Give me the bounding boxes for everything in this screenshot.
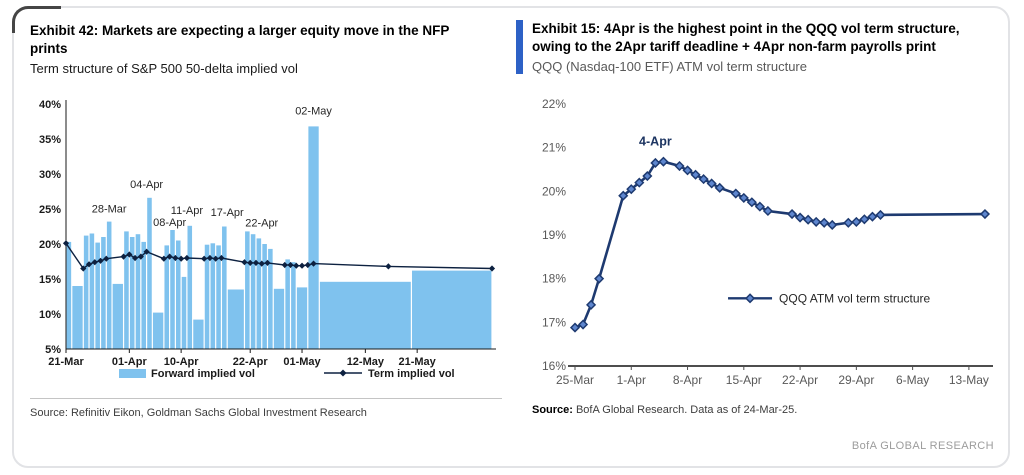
svg-text:22%: 22% xyxy=(542,97,566,111)
svg-text:01-Apr: 01-Apr xyxy=(112,356,148,368)
svg-text:20%: 20% xyxy=(39,239,61,251)
exhibit-15-source: Source: BofA Global Research. Data as of … xyxy=(532,404,998,416)
exhibit-15-panel: Exhibit 15: 4Apr is the highest point in… xyxy=(516,8,1012,466)
svg-text:25-Mar: 25-Mar xyxy=(556,373,594,387)
svg-text:13-May: 13-May xyxy=(949,373,989,387)
svg-text:10-Apr: 10-Apr xyxy=(164,356,200,368)
svg-text:22-Apr: 22-Apr xyxy=(782,373,818,387)
svg-text:5%: 5% xyxy=(45,344,61,356)
exhibit-42-title-line2: prints xyxy=(30,41,68,57)
svg-text:Term implied vol: Term implied vol xyxy=(368,368,455,380)
svg-text:21-Mar: 21-Mar xyxy=(48,356,84,368)
svg-text:04-Apr: 04-Apr xyxy=(130,179,163,191)
exhibit-panels: Exhibit 42: Markets are expecting a larg… xyxy=(14,8,1008,466)
source-divider: Source: Refinitiv Eikon, Goldman Sachs G… xyxy=(30,398,502,419)
exhibit-15-subtitle: QQQ (Nasdaq-100 ETF) ATM vol term struct… xyxy=(532,59,807,75)
exhibit-42-subtitle: Term structure of S&P 500 50-delta impli… xyxy=(30,61,298,77)
svg-text:1-Apr: 1-Apr xyxy=(617,373,646,387)
svg-text:08-Apr: 08-Apr xyxy=(153,217,186,229)
svg-text:4-Apr: 4-Apr xyxy=(639,135,672,149)
svg-text:8-Apr: 8-Apr xyxy=(673,373,702,387)
exhibit-15-source-label: Source: xyxy=(532,404,573,417)
exhibit-42-panel: Exhibit 42: Markets are expecting a larg… xyxy=(14,8,516,466)
accent-bar xyxy=(516,20,523,75)
svg-text:16%: 16% xyxy=(542,359,566,373)
svg-text:02-May: 02-May xyxy=(295,106,332,118)
svg-text:40%: 40% xyxy=(39,99,61,111)
corner-accent xyxy=(12,6,61,33)
svg-text:01-May: 01-May xyxy=(283,356,321,368)
exhibit-42-source: Source: Refinitiv Eikon, Goldman Sachs G… xyxy=(30,407,367,420)
svg-text:17-Apr: 17-Apr xyxy=(211,207,244,219)
svg-text:11-Apr: 11-Apr xyxy=(171,205,204,217)
exhibit-15-header: Exhibit 15: 4Apr is the highest point in… xyxy=(516,20,998,75)
exhibit-15-source-text: BofA Global Research. Data as of 24-Mar-… xyxy=(575,404,798,417)
svg-text:10%: 10% xyxy=(39,309,61,321)
svg-text:18%: 18% xyxy=(542,272,566,286)
svg-text:22-Apr: 22-Apr xyxy=(233,356,269,368)
svg-text:15-Apr: 15-Apr xyxy=(726,373,762,387)
svg-text:21%: 21% xyxy=(542,141,566,155)
svg-text:6-May: 6-May xyxy=(896,373,929,387)
svg-text:Forward implied vol: Forward implied vol xyxy=(151,368,255,380)
svg-text:28-Mar: 28-Mar xyxy=(92,204,127,216)
svg-text:29-Apr: 29-Apr xyxy=(838,373,874,387)
exhibit-15-title: Exhibit 15: 4Apr is the highest point in… xyxy=(532,20,960,56)
svg-text:30%: 30% xyxy=(39,169,61,181)
exhibit-42-title-line1: Exhibit 42: Markets are expecting a larg… xyxy=(30,23,450,38)
exhibit-42-title: Exhibit 42: Markets are expecting a larg… xyxy=(30,22,516,58)
exhibit-15-header-text: Exhibit 15: 4Apr is the highest point in… xyxy=(532,20,960,74)
svg-text:17%: 17% xyxy=(542,316,566,330)
svg-text:15%: 15% xyxy=(39,274,61,286)
exhibit-15-title-line2: owing to the 2Apr tariff deadline + 4Apr… xyxy=(532,39,936,55)
svg-text:QQQ ATM vol term structure: QQQ ATM vol term structure xyxy=(779,292,930,306)
svg-text:25%: 25% xyxy=(39,204,61,216)
report-card: Exhibit 42: Markets are expecting a larg… xyxy=(12,6,1010,468)
svg-text:19%: 19% xyxy=(542,228,566,242)
qqq-term-structure-chart: 16% 17% 18% 19% 20% 21% 22% 25-Mar 1-Apr 8-Apr 15-… xyxy=(542,97,993,387)
svg-text:35%: 35% xyxy=(39,134,61,146)
svg-text:22-Apr: 22-Apr xyxy=(245,218,278,230)
bofa-brand: BofA GLOBAL RESEARCH xyxy=(851,440,994,452)
svg-text:12-May: 12-May xyxy=(347,356,385,368)
svg-text:20%: 20% xyxy=(542,185,566,199)
sp500-term-structure-chart: 5% 10% 15% 20% 25% 30% 35% 40% 21-Mar 01-Apr 10-Ap… xyxy=(39,99,496,380)
exhibit-15-title-line1: Exhibit 15: 4Apr is the highest point in… xyxy=(532,21,960,36)
svg-text:21-May: 21-May xyxy=(399,356,437,368)
